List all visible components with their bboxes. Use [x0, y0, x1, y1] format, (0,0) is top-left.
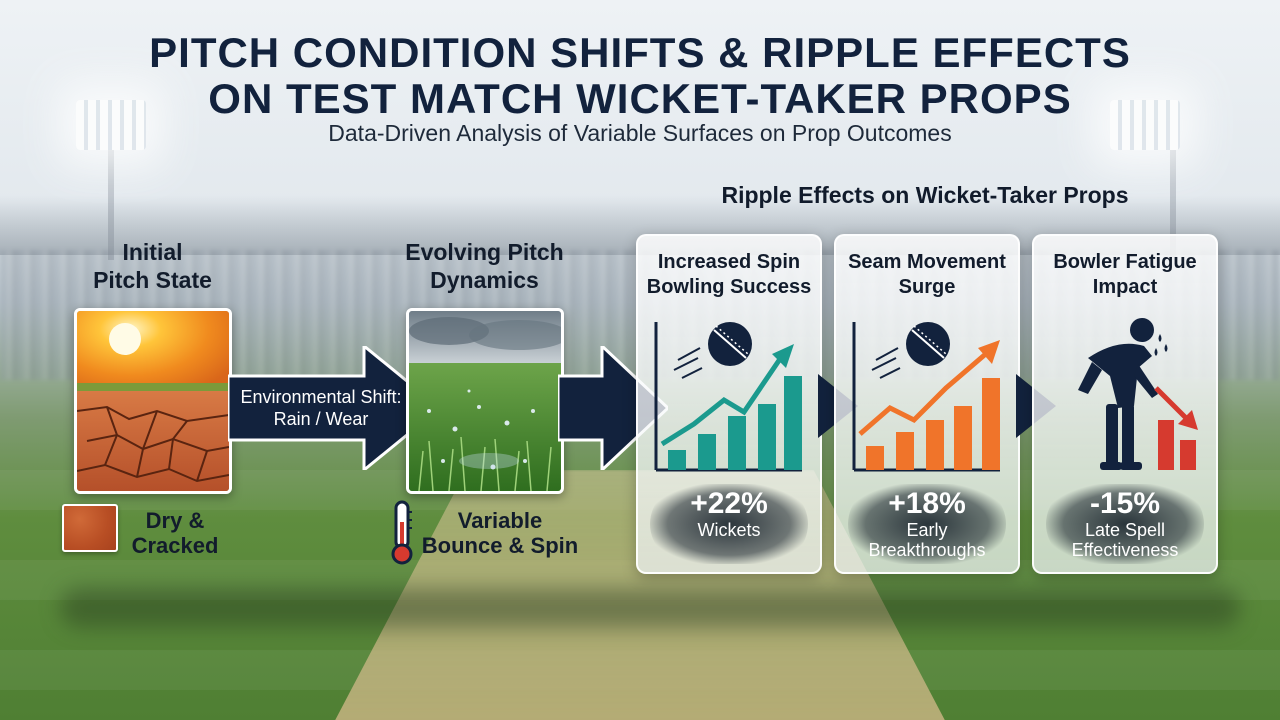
- card-bowler-fatigue: Bowler Fatigue Impact: [1032, 234, 1218, 574]
- rising-bar-chart-icon: [654, 322, 802, 472]
- floodlight-icon: [1110, 100, 1180, 150]
- dry-pitch-image: [74, 308, 232, 494]
- evolving-dynamics-label: Evolving Pitch Dynamics: [405, 239, 564, 293]
- thermometer-icon: [391, 500, 413, 565]
- environmental-shift-label: Environmental Shift: Rain / Wear: [240, 387, 402, 429]
- stat-value: +18%: [888, 487, 966, 520]
- cricket-ball-icon: [906, 322, 950, 366]
- variable-bounce-label: Variable Bounce & Spin: [421, 508, 579, 558]
- wet-grass-image: [406, 308, 564, 494]
- tired-bowler-icon: [1078, 318, 1158, 470]
- stat-desc: Breakthroughs: [868, 540, 986, 560]
- title-line-2: ON TEST MATCH WICKET-TAKER PROPS: [208, 75, 1072, 122]
- page-subtitle: Data-Driven Analysis of Variable Surface…: [328, 120, 952, 146]
- stat-desc: Early: [906, 520, 948, 540]
- ripple-arrow: [558, 346, 668, 470]
- stat-badge: +22% Wickets: [650, 484, 808, 564]
- card-title: Bowler Fatigue Impact: [1053, 251, 1197, 298]
- card-seam-surge: Seam Movement Surge +18% Early: [834, 234, 1020, 574]
- stat-desc: Late Spell: [1084, 520, 1166, 540]
- stat-badge: +18% Early Breakthroughs: [848, 484, 1006, 564]
- card-title: Seam Movement Surge: [848, 251, 1006, 298]
- floodlight-pole: [108, 150, 114, 260]
- dry-cracked-label: Dry & Cracked: [131, 508, 219, 558]
- stat-value: +22%: [690, 487, 768, 520]
- falling-bar-chart-icon: [1078, 318, 1198, 470]
- dry-soil-swatch: [62, 504, 118, 552]
- stat-desc: Wickets: [697, 520, 761, 540]
- environmental-shift-arrow: [228, 346, 440, 470]
- rainy-grass-icon: [409, 311, 561, 491]
- floodlight-icon: [76, 100, 146, 150]
- ground-shadow: [60, 588, 1240, 628]
- stat-badge: -15% Late Spell Effectiveness: [1046, 484, 1204, 564]
- floodlight-pole: [1170, 150, 1176, 260]
- title-line-1: PITCH CONDITION SHIFTS & RIPPLE EFFECTS: [149, 29, 1131, 76]
- sun-cracked-earth-icon: [77, 311, 229, 491]
- page-title: PITCH CONDITION SHIFTS & RIPPLE EFFECTS …: [0, 30, 1280, 122]
- initial-state-label: Initial Pitch State: [93, 239, 212, 293]
- stat-desc: Effectiveness: [1071, 540, 1179, 560]
- rising-bar-chart-icon: [852, 322, 1000, 472]
- card-spin-success: Increased Spin Bowling Success +22%: [636, 234, 822, 574]
- card-title: Increased Spin Bowling Success: [646, 251, 812, 298]
- cricket-ball-icon: [708, 322, 752, 366]
- ripple-heading: Ripple Effects on Wicket-Taker Props: [721, 182, 1129, 208]
- stat-value: -15%: [1089, 487, 1161, 520]
